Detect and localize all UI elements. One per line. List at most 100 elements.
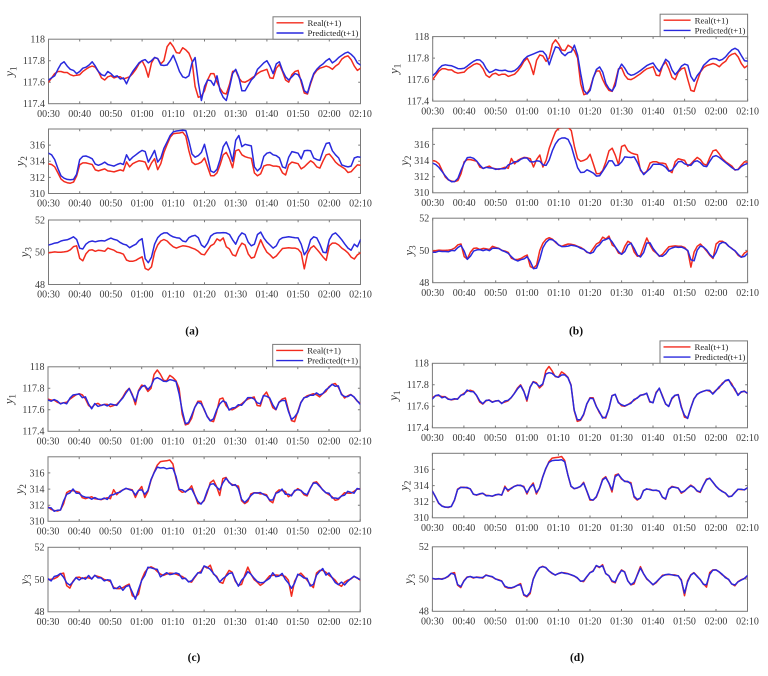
svg-text:01:20: 01:20 bbox=[579, 288, 602, 299]
svg-text:02:00: 02:00 bbox=[705, 198, 728, 209]
svg-text:01:10: 01:10 bbox=[162, 290, 185, 301]
svg-text:01:00: 01:00 bbox=[516, 523, 539, 534]
svg-text:00:50: 00:50 bbox=[484, 106, 507, 117]
svg-text:00:30: 00:30 bbox=[421, 433, 444, 444]
svg-text:01:30: 01:30 bbox=[224, 199, 247, 210]
svg-text:01:10: 01:10 bbox=[547, 523, 570, 534]
svg-text:01:30: 01:30 bbox=[224, 109, 247, 120]
svg-text:y3: y3 bbox=[402, 573, 418, 586]
svg-text:Predicted(t+1): Predicted(t+1) bbox=[307, 356, 358, 366]
svg-text:01:20: 01:20 bbox=[579, 198, 602, 209]
svg-text:01:40: 01:40 bbox=[642, 198, 665, 209]
svg-text:118: 118 bbox=[414, 359, 429, 370]
svg-text:Real(t+1): Real(t+1) bbox=[308, 18, 342, 28]
svg-text:02:10: 02:10 bbox=[736, 288, 759, 299]
svg-text:02:00: 02:00 bbox=[705, 288, 728, 299]
svg-text:01:20: 01:20 bbox=[193, 437, 216, 448]
svg-text:314: 314 bbox=[414, 156, 429, 167]
svg-text:316: 316 bbox=[414, 140, 429, 151]
svg-text:y2: y2 bbox=[397, 156, 413, 168]
svg-text:314: 314 bbox=[30, 157, 45, 168]
svg-text:01:40: 01:40 bbox=[642, 617, 665, 628]
svg-text:01:40: 01:40 bbox=[642, 288, 665, 299]
svg-text:02:10: 02:10 bbox=[736, 523, 759, 534]
svg-text:01:10: 01:10 bbox=[162, 527, 185, 538]
svg-text:00:40: 00:40 bbox=[453, 106, 476, 117]
svg-text:314: 314 bbox=[414, 481, 429, 492]
svg-text:01:40: 01:40 bbox=[642, 523, 665, 534]
svg-text:00:50: 00:50 bbox=[484, 198, 507, 209]
svg-text:01:40: 01:40 bbox=[642, 433, 665, 444]
svg-text:117.4: 117.4 bbox=[23, 99, 45, 110]
svg-text:y3: y3 bbox=[18, 247, 34, 260]
svg-text:01:20: 01:20 bbox=[579, 106, 602, 117]
svg-text:Predicted(t+1): Predicted(t+1) bbox=[695, 26, 746, 36]
svg-text:00:30: 00:30 bbox=[37, 290, 60, 301]
svg-text:117.6: 117.6 bbox=[407, 75, 429, 86]
svg-text:y1: y1 bbox=[387, 391, 403, 403]
svg-text:117.4: 117.4 bbox=[407, 423, 429, 434]
svg-text:01:30: 01:30 bbox=[610, 288, 633, 299]
svg-text:02:10: 02:10 bbox=[349, 109, 372, 120]
svg-text:01:30: 01:30 bbox=[224, 527, 247, 538]
svg-text:00:30: 00:30 bbox=[37, 109, 60, 120]
svg-text:117.4: 117.4 bbox=[407, 97, 429, 108]
svg-text:48: 48 bbox=[35, 607, 45, 618]
svg-text:02:10: 02:10 bbox=[349, 290, 372, 301]
svg-text:118: 118 bbox=[415, 32, 430, 43]
svg-text:01:30: 01:30 bbox=[224, 617, 247, 628]
svg-text:00:40: 00:40 bbox=[453, 433, 476, 444]
svg-text:01:20: 01:20 bbox=[579, 617, 602, 628]
svg-text:00:50: 00:50 bbox=[100, 199, 123, 210]
svg-text:01:10: 01:10 bbox=[162, 199, 185, 210]
svg-text:02:10: 02:10 bbox=[349, 199, 372, 210]
svg-text:01:00: 01:00 bbox=[516, 617, 539, 628]
svg-text:y3: y3 bbox=[17, 574, 33, 587]
svg-text:117.6: 117.6 bbox=[407, 402, 429, 413]
svg-text:00:30: 00:30 bbox=[421, 523, 444, 534]
svg-text:01:10: 01:10 bbox=[162, 109, 185, 120]
svg-text:02:00: 02:00 bbox=[318, 437, 341, 448]
svg-text:y2: y2 bbox=[397, 481, 413, 493]
svg-text:00:30: 00:30 bbox=[421, 288, 444, 299]
svg-text:316: 316 bbox=[30, 141, 45, 152]
svg-text:310: 310 bbox=[30, 517, 45, 528]
svg-text:01:50: 01:50 bbox=[286, 527, 309, 538]
svg-text:52: 52 bbox=[419, 214, 429, 225]
svg-text:01:50: 01:50 bbox=[673, 617, 696, 628]
svg-text:01:00: 01:00 bbox=[516, 288, 539, 299]
svg-text:01:50: 01:50 bbox=[673, 198, 696, 209]
svg-text:118: 118 bbox=[30, 362, 45, 373]
svg-text:01:20: 01:20 bbox=[193, 290, 216, 301]
svg-text:02:10: 02:10 bbox=[736, 617, 759, 628]
svg-text:01:30: 01:30 bbox=[610, 198, 633, 209]
svg-text:00:50: 00:50 bbox=[484, 288, 507, 299]
svg-text:52: 52 bbox=[35, 215, 45, 226]
svg-text:48: 48 bbox=[35, 280, 45, 291]
svg-text:01:50: 01:50 bbox=[286, 617, 309, 628]
svg-text:Predicted(t+1): Predicted(t+1) bbox=[695, 352, 746, 362]
svg-text:01:40: 01:40 bbox=[642, 106, 665, 117]
svg-text:(b): (b) bbox=[569, 326, 583, 338]
svg-text:01:10: 01:10 bbox=[547, 198, 570, 209]
svg-text:00:30: 00:30 bbox=[37, 437, 60, 448]
svg-text:01:00: 01:00 bbox=[131, 199, 154, 210]
svg-text:310: 310 bbox=[414, 513, 429, 524]
svg-text:02:00: 02:00 bbox=[318, 527, 341, 538]
svg-text:01:30: 01:30 bbox=[610, 523, 633, 534]
svg-text:00:30: 00:30 bbox=[37, 527, 60, 538]
svg-text:01:10: 01:10 bbox=[547, 433, 570, 444]
svg-text:01:50: 01:50 bbox=[287, 109, 310, 120]
svg-text:312: 312 bbox=[414, 172, 429, 183]
svg-text:117.4: 117.4 bbox=[22, 427, 44, 438]
svg-text:00:30: 00:30 bbox=[421, 198, 444, 209]
svg-text:01:40: 01:40 bbox=[256, 290, 279, 301]
svg-text:01:20: 01:20 bbox=[193, 527, 216, 538]
svg-text:02:00: 02:00 bbox=[318, 109, 341, 120]
svg-text:02:00: 02:00 bbox=[705, 433, 728, 444]
svg-text:y2: y2 bbox=[13, 484, 29, 496]
svg-text:01:30: 01:30 bbox=[610, 433, 633, 444]
svg-text:01:30: 01:30 bbox=[610, 617, 633, 628]
svg-text:00:50: 00:50 bbox=[99, 527, 122, 538]
svg-text:02:10: 02:10 bbox=[349, 437, 372, 448]
